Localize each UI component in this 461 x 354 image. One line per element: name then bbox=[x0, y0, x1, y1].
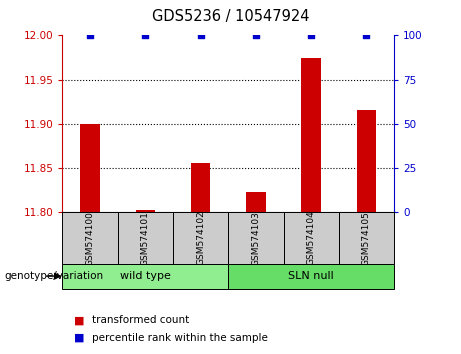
FancyBboxPatch shape bbox=[228, 212, 284, 264]
Point bbox=[142, 33, 149, 38]
Bar bbox=[301, 57, 321, 212]
FancyBboxPatch shape bbox=[228, 264, 394, 289]
Text: GSM574100: GSM574100 bbox=[85, 211, 95, 266]
Text: ■: ■ bbox=[74, 315, 84, 325]
Point bbox=[197, 33, 204, 38]
Text: genotype/variation: genotype/variation bbox=[5, 271, 104, 281]
Point bbox=[86, 33, 94, 38]
Text: GSM574105: GSM574105 bbox=[362, 211, 371, 266]
Bar bbox=[80, 124, 100, 212]
FancyBboxPatch shape bbox=[284, 212, 339, 264]
Point bbox=[363, 33, 370, 38]
Text: GDS5236 / 10547924: GDS5236 / 10547924 bbox=[152, 9, 309, 24]
Text: SLN null: SLN null bbox=[288, 271, 334, 281]
FancyBboxPatch shape bbox=[62, 212, 118, 264]
Text: wild type: wild type bbox=[120, 271, 171, 281]
Text: ■: ■ bbox=[74, 333, 84, 343]
FancyBboxPatch shape bbox=[173, 212, 228, 264]
Bar bbox=[357, 110, 376, 212]
FancyBboxPatch shape bbox=[118, 212, 173, 264]
Text: percentile rank within the sample: percentile rank within the sample bbox=[92, 333, 268, 343]
FancyBboxPatch shape bbox=[62, 264, 228, 289]
FancyBboxPatch shape bbox=[339, 212, 394, 264]
Bar bbox=[246, 192, 266, 212]
Text: GSM574104: GSM574104 bbox=[307, 211, 316, 266]
Text: transformed count: transformed count bbox=[92, 315, 189, 325]
Bar bbox=[191, 163, 210, 212]
Point bbox=[252, 33, 260, 38]
Bar bbox=[136, 210, 155, 212]
Text: GSM574101: GSM574101 bbox=[141, 211, 150, 266]
Text: GSM574103: GSM574103 bbox=[251, 211, 260, 266]
Point bbox=[307, 33, 315, 38]
Text: GSM574102: GSM574102 bbox=[196, 211, 205, 266]
